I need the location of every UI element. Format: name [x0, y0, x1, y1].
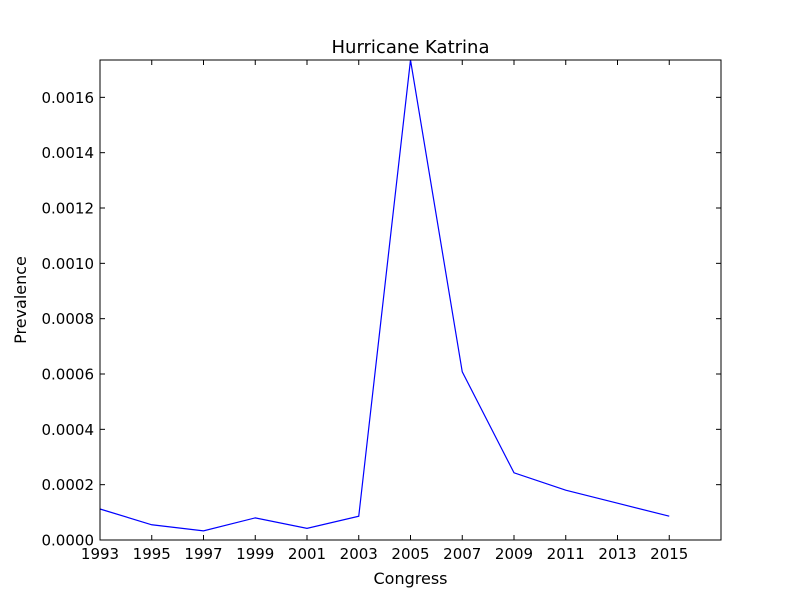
x-tick-label: 2009 [495, 545, 533, 563]
y-axis-ticks: 0.0000 0.0002 0.0004 0.0006 0.0008 0.0010 0.00… [42, 89, 721, 550]
x-tick-label: 2001 [288, 545, 326, 563]
x-tick-label: 2015 [650, 545, 688, 563]
y-tick-label: 0.0002 [42, 476, 95, 494]
x-tick-label: 1999 [236, 545, 274, 563]
x-axis-label: Congress [374, 569, 448, 588]
y-tick-label: 0.0016 [42, 89, 95, 107]
series-line [99, 59, 670, 532]
y-tick-label: 0.0006 [42, 366, 95, 384]
x-tick-label: 1993 [81, 545, 119, 563]
x-tick-label: 2005 [391, 545, 429, 563]
x-tick-label: 1997 [184, 545, 222, 563]
y-tick-label: 0.0004 [42, 421, 95, 439]
x-tick-label: 2007 [443, 545, 481, 563]
y-axis-label: Prevalence [11, 256, 30, 344]
x-tick-label: 2011 [547, 545, 585, 563]
y-tick-label: 0.0010 [42, 255, 95, 273]
x-axis-ticks: 1993 1995 1997 1999 2001 2003 2005 2007 2009 2011… [81, 60, 688, 563]
x-tick-label: 2013 [598, 545, 636, 563]
y-tick-label: 0.0008 [42, 310, 95, 328]
y-tick-label: 0.0000 [42, 532, 95, 550]
series-group [99, 59, 670, 532]
plot-frame [99, 59, 722, 541]
chart-title: Hurricane Katrina [332, 37, 490, 58]
y-tick-label: 0.0012 [42, 200, 95, 218]
x-tick-label: 2003 [340, 545, 378, 563]
x-tick-label: 1995 [133, 545, 171, 563]
y-tick-label: 0.0014 [42, 144, 95, 162]
